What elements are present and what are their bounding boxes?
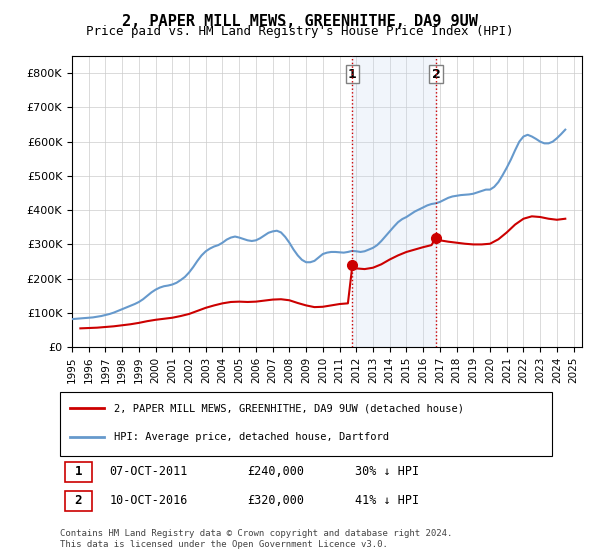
Text: Contains HM Land Registry data © Crown copyright and database right 2024.
This d: Contains HM Land Registry data © Crown c… (60, 529, 452, 549)
FancyBboxPatch shape (65, 461, 92, 482)
Text: 41% ↓ HPI: 41% ↓ HPI (355, 494, 419, 507)
Text: 1: 1 (348, 68, 357, 81)
Text: 2: 2 (431, 68, 440, 81)
Text: 30% ↓ HPI: 30% ↓ HPI (355, 465, 419, 478)
Text: 2, PAPER MILL MEWS, GREENHITHE, DA9 9UW: 2, PAPER MILL MEWS, GREENHITHE, DA9 9UW (122, 14, 478, 29)
FancyBboxPatch shape (65, 491, 92, 511)
Text: 1: 1 (74, 465, 82, 478)
FancyBboxPatch shape (60, 392, 552, 456)
Text: 07-OCT-2011: 07-OCT-2011 (109, 465, 188, 478)
Text: HPI: Average price, detached house, Dartford: HPI: Average price, detached house, Dart… (114, 432, 389, 442)
Text: Price paid vs. HM Land Registry's House Price Index (HPI): Price paid vs. HM Land Registry's House … (86, 25, 514, 38)
Text: 2: 2 (74, 494, 82, 507)
Text: 10-OCT-2016: 10-OCT-2016 (109, 494, 188, 507)
Text: £320,000: £320,000 (247, 494, 304, 507)
Text: £240,000: £240,000 (247, 465, 304, 478)
Bar (352, 56, 436, 347)
Text: 2, PAPER MILL MEWS, GREENHITHE, DA9 9UW (detached house): 2, PAPER MILL MEWS, GREENHITHE, DA9 9UW … (114, 403, 464, 413)
